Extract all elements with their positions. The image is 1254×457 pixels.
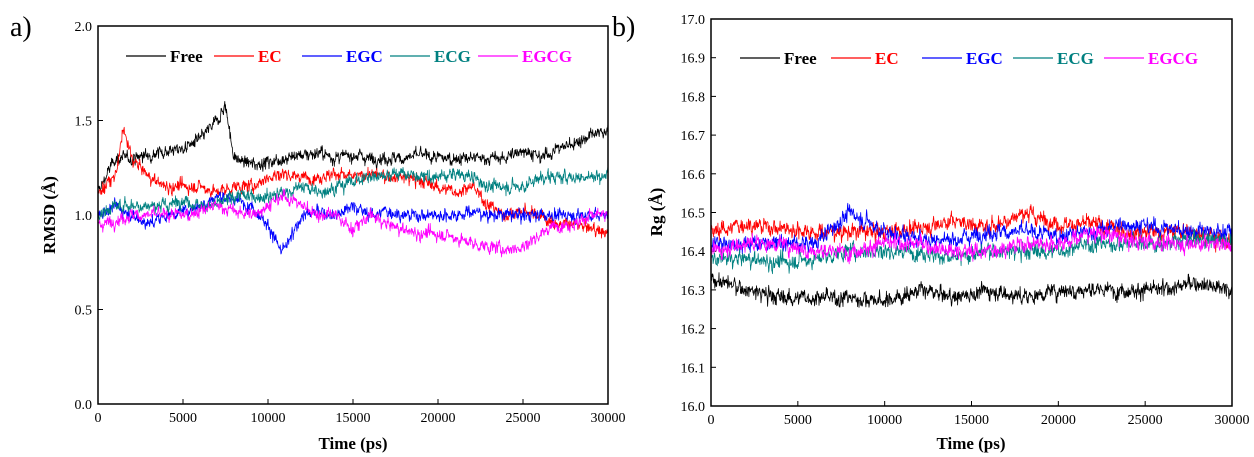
rmsd-legend: Free EC EGC ECG EGCG xyxy=(126,47,572,66)
rg-x-tick-label: 0 xyxy=(708,413,715,428)
rmsd-x-tick-label: 25000 xyxy=(506,411,541,426)
rmsd-y-tick-label: 0.5 xyxy=(75,304,93,319)
rmsd-legend-label-egcg: EGCG xyxy=(522,47,572,66)
panel-label-b: b) xyxy=(612,12,635,43)
rg-legend-label-free: Free xyxy=(784,49,817,68)
rg-legend-label-ecg: ECG xyxy=(1057,49,1094,68)
rmsd-x-tick-label: 30000 xyxy=(591,411,626,426)
rmsd-x-tick-label: 10000 xyxy=(251,411,286,426)
rg-series-line-free xyxy=(711,273,1232,308)
rg-x-tick-label: 5000 xyxy=(784,413,812,428)
rg-x-tick-label: 25000 xyxy=(1128,413,1163,428)
rmsd-x-tick-label: 20000 xyxy=(421,411,456,426)
rg-x-axis-label: Time (ps) xyxy=(936,434,1005,453)
rmsd-y-axis-label: RMSD (Å) xyxy=(40,176,59,254)
rmsd-legend-label-ecg: ECG xyxy=(434,47,471,66)
rg-y-tick-label: 16.5 xyxy=(681,207,706,222)
rg-y-tick-label: 16.1 xyxy=(681,361,706,376)
rg-x-tick-label: 10000 xyxy=(867,413,902,428)
rg-chart-panel: b) 0 5000 10000 15000 20000 25000 30000 16.0 16.… xyxy=(612,12,1250,453)
rmsd-series-line-egcg xyxy=(98,189,608,257)
rg-legend-label-egcg: EGCG xyxy=(1148,49,1198,68)
rg-y-tick-label: 16.8 xyxy=(681,90,706,105)
rg-legend-label-egc: EGC xyxy=(966,49,1003,68)
rmsd-y-tick-label: 2.0 xyxy=(75,20,93,35)
rg-plot-frame xyxy=(711,19,1232,406)
rg-y-tick-label: 16.3 xyxy=(681,284,706,299)
rmsd-x-axis-label: Time (ps) xyxy=(318,434,387,453)
rmsd-series-lines xyxy=(98,101,608,257)
rmsd-chart-panel: a) 0 5000 10000 15000 20000 25000 30000 0.0 0.5 1… xyxy=(10,12,626,453)
rg-y-tick-label: 17.0 xyxy=(681,13,706,28)
rmsd-x-tick-label: 5000 xyxy=(169,411,197,426)
rg-legend-label-ec: EC xyxy=(875,49,899,68)
rmsd-y-tick-label: 0.0 xyxy=(75,398,93,413)
rmsd-x-tick-label: 0 xyxy=(95,411,102,426)
rmsd-x-tick-label: 15000 xyxy=(336,411,371,426)
rmsd-y-tick-label: 1.0 xyxy=(75,209,93,224)
rg-y-tick-label: 16.7 xyxy=(681,129,706,144)
rg-y-tick-label: 16.2 xyxy=(681,323,706,338)
rg-series-lines xyxy=(711,203,1232,307)
rg-y-axis-label: Rg (Å) xyxy=(647,188,666,237)
rmsd-axes: 0 5000 10000 15000 20000 25000 30000 0.0 0.5 1.0 1… xyxy=(75,20,626,426)
rmsd-y-tick-label: 1.5 xyxy=(75,115,93,130)
rg-y-tick-label: 16.6 xyxy=(681,168,706,183)
rg-legend: Free EC EGC ECG EGCG xyxy=(740,49,1198,68)
rg-x-tick-label: 30000 xyxy=(1215,413,1250,428)
rg-y-tick-label: 16.9 xyxy=(681,52,706,67)
rmsd-legend-label-ec: EC xyxy=(258,47,282,66)
panel-label-a: a) xyxy=(10,12,32,43)
rg-y-tick-label: 16.4 xyxy=(681,245,706,260)
rg-x-tick-label: 20000 xyxy=(1041,413,1076,428)
rmsd-legend-label-free: Free xyxy=(170,47,203,66)
rg-y-tick-label: 16.0 xyxy=(681,400,706,415)
rmsd-legend-label-egc: EGC xyxy=(346,47,383,66)
rg-x-tick-label: 15000 xyxy=(954,413,989,428)
